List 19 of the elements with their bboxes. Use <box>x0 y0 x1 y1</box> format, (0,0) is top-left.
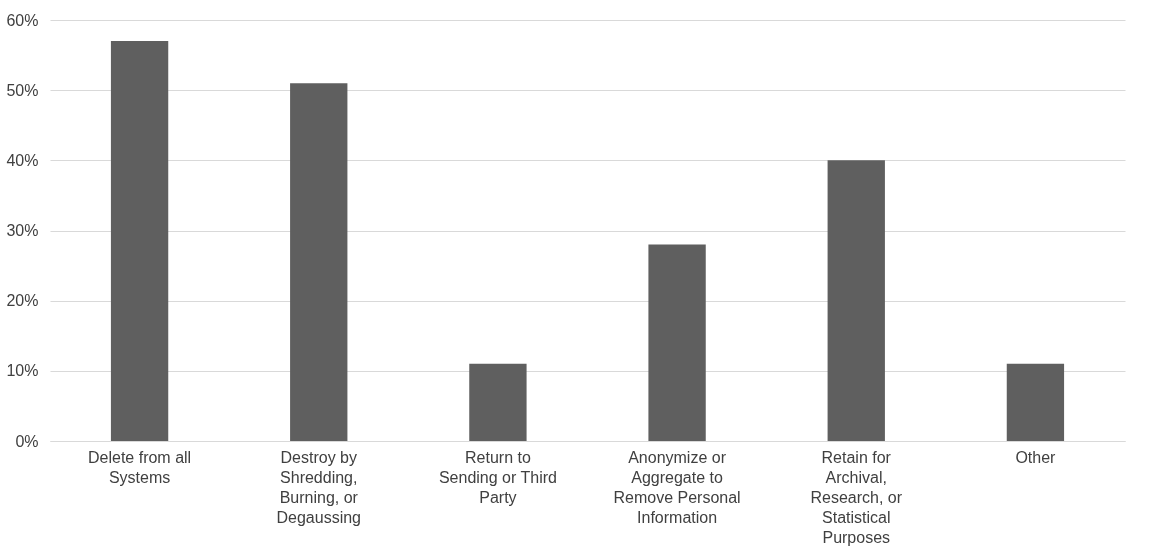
x-tick-label: Anonymize or Aggregate to Remove Personal Information <box>613 448 741 526</box>
y-tick-label: 10% <box>6 362 39 380</box>
y-tick-label: 60% <box>6 11 39 29</box>
x-tick-label: Return to Sending or Third Party <box>438 448 557 506</box>
bar <box>469 363 527 441</box>
y-tick-label: 50% <box>6 81 39 99</box>
bar <box>110 41 169 441</box>
x-tick-label: Retain for Archival, Research, or Statistical Purposes <box>810 448 903 546</box>
x-tick-label: Delete from all Systems <box>88 448 192 486</box>
x-tick-label: Other <box>1015 448 1057 466</box>
x-tick-label: Destroy by Shredding, Burning, or Degaussing <box>276 448 361 526</box>
y-tick-label: 0% <box>15 432 39 450</box>
bar <box>1006 363 1065 441</box>
y-tick-label: 20% <box>6 292 39 310</box>
bar <box>290 83 348 441</box>
bar <box>827 160 885 441</box>
y-tick-label: 40% <box>6 151 39 169</box>
y-tick-label: 30% <box>6 222 39 239</box>
bar <box>648 244 706 441</box>
